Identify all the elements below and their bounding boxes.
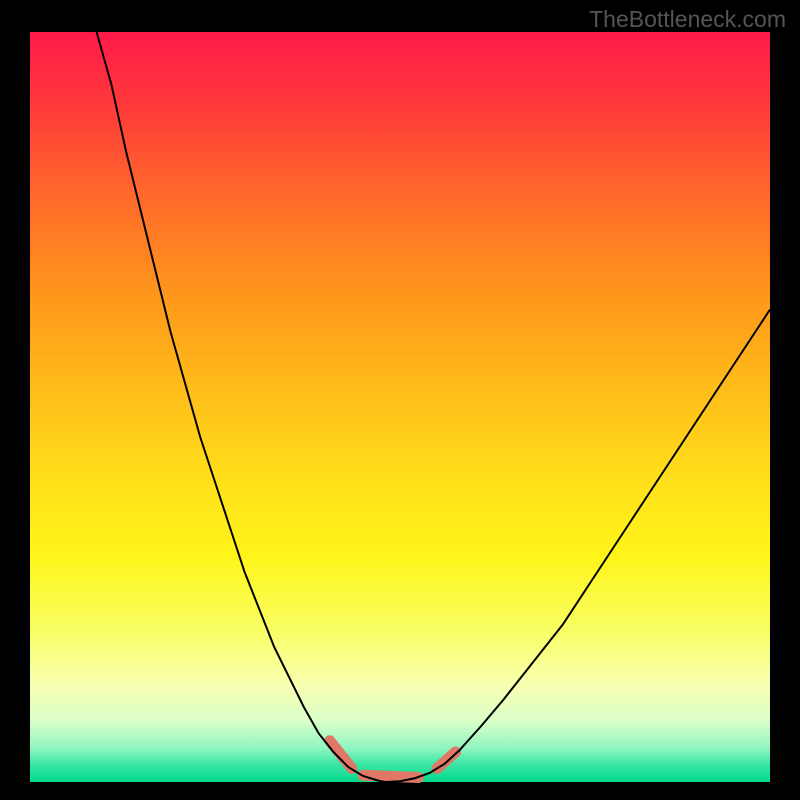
bottleneck-chart [0,0,800,800]
watermark-text: TheBottleneck.com [589,6,786,33]
highlight-segment [363,775,419,777]
gradient-background [30,32,770,782]
chart-frame: TheBottleneck.com [0,0,800,800]
